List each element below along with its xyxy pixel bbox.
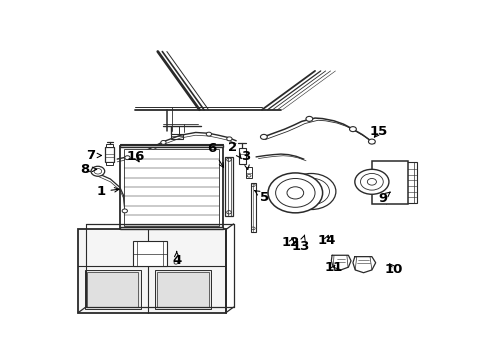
Bar xyxy=(120,145,223,147)
Circle shape xyxy=(260,134,267,139)
Circle shape xyxy=(354,169,388,194)
Text: 3: 3 xyxy=(241,150,250,170)
Circle shape xyxy=(124,156,130,159)
Bar xyxy=(120,146,223,229)
Text: 11: 11 xyxy=(324,261,342,274)
Bar xyxy=(123,149,219,226)
Text: 16: 16 xyxy=(127,150,145,163)
Text: 7: 7 xyxy=(85,149,102,162)
Polygon shape xyxy=(331,255,350,270)
Circle shape xyxy=(368,139,374,144)
Circle shape xyxy=(91,166,104,176)
Bar xyxy=(371,161,407,204)
Text: 14: 14 xyxy=(317,234,335,247)
Bar xyxy=(245,167,252,177)
Bar xyxy=(239,148,245,164)
Bar xyxy=(105,144,113,147)
Text: 4: 4 xyxy=(172,252,181,267)
Bar xyxy=(157,271,208,307)
Circle shape xyxy=(94,168,102,174)
Circle shape xyxy=(226,137,232,141)
Circle shape xyxy=(349,127,356,132)
Text: 8: 8 xyxy=(80,163,97,176)
Text: 15: 15 xyxy=(369,125,387,138)
Circle shape xyxy=(286,174,335,210)
Polygon shape xyxy=(352,257,375,273)
Circle shape xyxy=(206,132,211,136)
Circle shape xyxy=(161,140,166,144)
Bar xyxy=(105,147,114,162)
Text: 5: 5 xyxy=(254,190,269,203)
Text: 1: 1 xyxy=(96,185,119,198)
Bar xyxy=(250,183,256,232)
Bar xyxy=(78,229,225,312)
Text: 2: 2 xyxy=(228,141,241,159)
Bar xyxy=(224,157,233,216)
Text: 13: 13 xyxy=(291,235,309,253)
Circle shape xyxy=(292,178,329,205)
Bar xyxy=(87,271,138,307)
Bar xyxy=(405,162,417,203)
Circle shape xyxy=(305,116,312,121)
Text: 9: 9 xyxy=(377,192,389,205)
Circle shape xyxy=(122,209,127,213)
Bar xyxy=(120,227,223,229)
Circle shape xyxy=(286,187,303,199)
Bar xyxy=(105,162,113,165)
Circle shape xyxy=(267,173,322,213)
Text: 6: 6 xyxy=(207,142,223,167)
Circle shape xyxy=(360,174,383,190)
Bar xyxy=(171,134,183,139)
Bar xyxy=(84,270,141,309)
Bar xyxy=(133,242,167,266)
Text: 12: 12 xyxy=(282,236,300,249)
Circle shape xyxy=(275,179,314,207)
Text: 10: 10 xyxy=(384,262,402,276)
Circle shape xyxy=(304,186,317,197)
Circle shape xyxy=(366,179,376,185)
Bar xyxy=(155,270,211,309)
